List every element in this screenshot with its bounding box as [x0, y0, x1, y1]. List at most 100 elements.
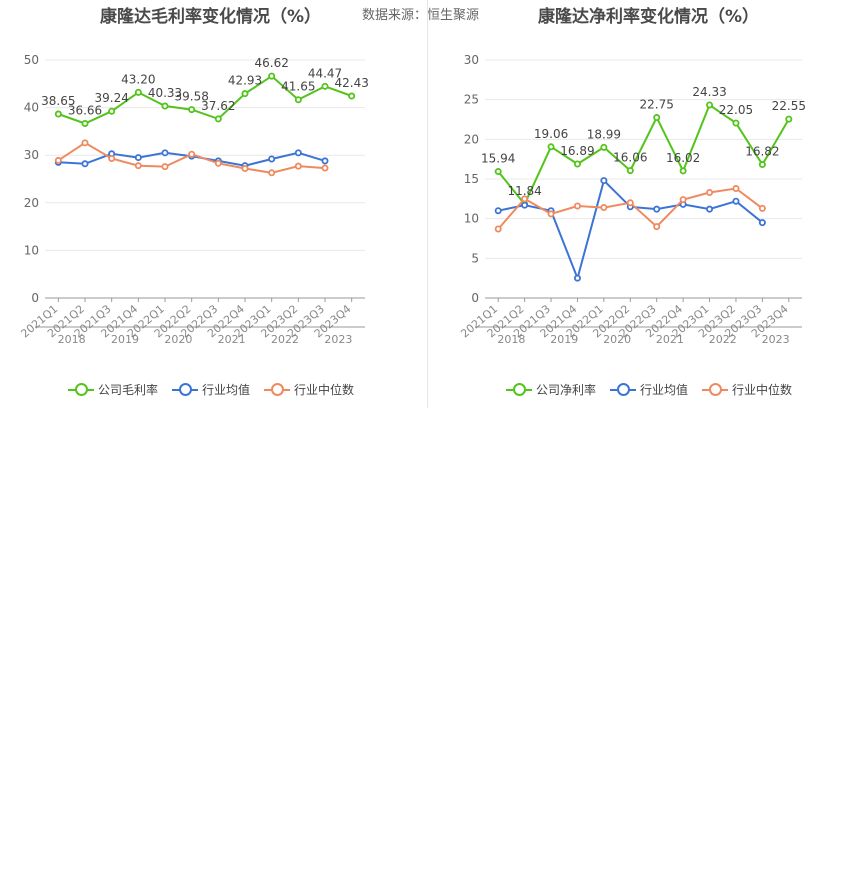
data-label: 11.84 — [507, 184, 541, 198]
data-point-industry-avg — [600, 177, 608, 185]
data-point-industry-avg — [653, 205, 661, 213]
legend-label: 行业中位数 — [732, 383, 793, 397]
legend-label: 行业中位数 — [294, 383, 355, 397]
data-point-company — [573, 160, 581, 168]
net-margin-chart: 0510152025302021Q12021Q22021Q32021Q42022… — [458, 53, 806, 346]
year-label: 2018 — [497, 333, 525, 346]
year-label: 2022 — [271, 333, 299, 346]
data-point-industry-avg — [521, 201, 529, 209]
data-point-company — [653, 114, 661, 122]
data-point-industry-avg — [706, 205, 714, 213]
data-label: 22.75 — [640, 98, 674, 112]
y-tick-label: 20 — [24, 196, 39, 210]
data-point-industry-median — [573, 202, 581, 210]
y-tick-label: 40 — [24, 101, 39, 115]
data-label: 43.20 — [121, 72, 155, 86]
data-point-company — [81, 119, 89, 127]
data-point-industry-avg — [294, 149, 302, 157]
legend-industry-median[interactable]: 行业中位数 — [702, 381, 792, 398]
data-point-industry-median — [81, 139, 89, 147]
y-tick-label: 5 — [471, 251, 479, 265]
net-margin-panel: 康隆达净利率变化情况（%） 0 5 10 15 20 25 30 2021Q1 2021Q2 20… — [430, 0, 850, 410]
data-label: 37.62 — [201, 99, 235, 113]
data-point-company — [679, 167, 687, 175]
data-point-company — [241, 90, 249, 98]
data-point-industry-median — [54, 156, 62, 164]
gross-margin-panel: 康隆达毛利率变化情况（%） 0 10 20 30 40 50 2021Q1 2021Q2 202… — [0, 0, 425, 410]
data-point-industry-median — [706, 188, 714, 196]
y-tick-label: 25 — [464, 93, 479, 107]
data-point-industry-median — [188, 150, 196, 158]
data-point-company — [758, 161, 766, 169]
data-label: 16.89 — [560, 144, 594, 158]
year-label: 2023 — [324, 333, 352, 346]
data-point-company — [108, 107, 116, 115]
data-point-industry-median — [600, 204, 608, 212]
year-label: 2020 — [164, 333, 192, 346]
data-point-industry-median — [547, 210, 555, 218]
data-point-industry-avg — [321, 157, 329, 165]
year-label: 2021 — [218, 333, 246, 346]
data-point-industry-median — [626, 199, 634, 207]
series-line-company — [57, 74, 353, 125]
data-point-company — [188, 106, 196, 114]
data-point-company — [214, 115, 222, 123]
data-point-industry-median — [214, 159, 222, 167]
data-point-company — [321, 82, 329, 90]
data-label: 36.66 — [68, 103, 102, 117]
data-point-industry-median — [134, 162, 142, 170]
legend-industry-avg[interactable]: 行业均值 — [172, 381, 250, 398]
y-tick-label: 10 — [464, 212, 479, 226]
data-point-industry-median — [241, 165, 249, 173]
legend-swatch-median — [264, 382, 291, 396]
y-tick-label: 15 — [464, 172, 479, 186]
net-margin-title: 康隆达净利率变化情况（%） — [538, 7, 760, 27]
data-label: 16.02 — [666, 151, 700, 165]
gross-margin-title: 康隆达毛利率变化情况（%） — [100, 7, 322, 27]
data-point-company — [626, 167, 634, 175]
y-tick-label: 0 — [471, 291, 479, 305]
legend-label: 行业均值 — [640, 383, 689, 397]
data-label: 19.06 — [534, 127, 568, 141]
legend-company-gross[interactable]: 公司毛利率 — [68, 381, 158, 398]
gross-margin-chart: 010203040502021Q12021Q22021Q32021Q42022Q… — [18, 53, 368, 346]
data-point-industry-avg — [758, 219, 766, 227]
data-point-industry-avg — [494, 207, 502, 215]
data-label: 22.55 — [772, 99, 806, 113]
y-tick-label: 10 — [24, 243, 39, 257]
data-point-industry-avg — [81, 160, 89, 168]
data-point-industry-avg — [134, 154, 142, 162]
data-point-company — [494, 168, 502, 176]
legend-swatch-avg — [610, 382, 637, 396]
legend-industry-median[interactable]: 行业中位数 — [264, 381, 354, 398]
data-label: 16.82 — [745, 145, 779, 159]
y-tick-label: 30 — [24, 148, 39, 162]
data-point-industry-median — [268, 169, 276, 177]
legend-swatch-avg — [172, 382, 199, 396]
year-label: 2023 — [762, 333, 790, 346]
legend-label: 公司净利率 — [536, 383, 597, 397]
data-label: 41.65 — [281, 80, 315, 94]
y-tick-label: 30 — [464, 53, 479, 67]
data-label: 22.05 — [719, 103, 753, 117]
year-label: 2022 — [709, 333, 737, 346]
legend-company-net[interactable]: 公司净利率 — [506, 381, 596, 398]
data-point-industry-median — [732, 185, 740, 193]
data-point-industry-median — [521, 195, 529, 203]
y-tick-label: 20 — [464, 132, 479, 146]
data-source-label: 数据来源：恒生聚源 — [362, 8, 480, 23]
data-point-industry-median — [494, 225, 502, 233]
data-point-industry-median — [758, 204, 766, 212]
year-label: 2018 — [58, 333, 86, 346]
data-point-industry-median — [679, 196, 687, 204]
year-label: 2021 — [656, 333, 684, 346]
year-label: 2020 — [603, 333, 631, 346]
data-point-company — [600, 143, 608, 151]
data-label: 46.62 — [254, 56, 288, 70]
data-point-company — [134, 88, 142, 96]
legend-industry-avg[interactable]: 行业均值 — [610, 381, 688, 398]
series-line-company — [497, 103, 790, 206]
data-label: 24.33 — [692, 85, 726, 99]
data-label: 39.58 — [174, 90, 208, 104]
legend-swatch-company — [68, 382, 94, 396]
